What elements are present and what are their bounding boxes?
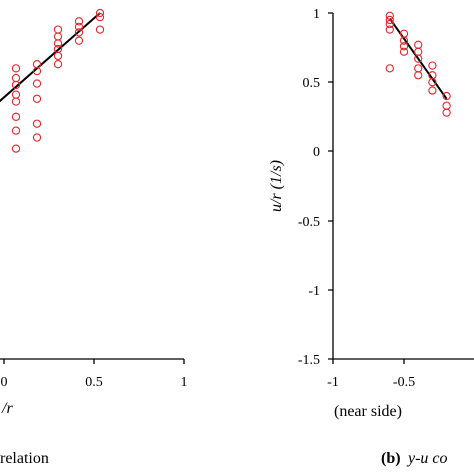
panel-b-data-point-10 <box>414 47 423 56</box>
panel-b-data-point-19 <box>442 101 451 110</box>
panel-b-caption-label: (b) <box>381 450 401 467</box>
panel-b-data-point-13 <box>414 71 423 80</box>
panel-b-data-point-7 <box>399 42 409 51</box>
panel-a-data-point-33 <box>53 25 63 34</box>
panel-a-data-point-21 <box>11 144 21 153</box>
panel-a-axes <box>0 358 185 364</box>
panel-b-x-tick-1: -0.5 <box>393 375 415 390</box>
panel-a-data-point-36 <box>74 22 84 31</box>
panel-b-data-point-17 <box>428 86 437 95</box>
panel-b-data-point-16 <box>428 78 437 87</box>
panel-a-data-point-31 <box>53 39 63 48</box>
panel-a-x-unit-label: /r <box>1 400 13 417</box>
panel-b-data-point-14 <box>428 61 437 70</box>
panel-a-data-point-15 <box>11 112 21 121</box>
panel-b-y-tick-2: 0 <box>313 145 320 160</box>
panel-a-x-tick-0: 0 <box>1 375 8 390</box>
panel-a: 0 0.5 1 /r relation <box>0 8 188 467</box>
panel-a-data-point-22 <box>32 133 42 142</box>
panel-b: 1 0.5 0 -0.5 -1 -1.5 -1 -0.5 u/r (1/s) (… <box>268 7 474 467</box>
panel-a-data-point-20 <box>11 64 21 73</box>
panel-a-data-point-17 <box>11 90 21 99</box>
panel-a-caption: relation <box>0 450 49 467</box>
panel-b-caption-text: y-u co <box>406 450 448 467</box>
panel-b-data-point-8 <box>399 47 409 56</box>
panel-b-x-axis-label: (near side) <box>334 403 402 420</box>
panel-b-y-axis-label: u/r (1/s) <box>268 160 285 212</box>
panel-b-data-point-0 <box>385 11 394 20</box>
panel-a-data-point-27 <box>32 60 42 69</box>
panel-a-data-point-28 <box>53 60 63 69</box>
panel-a-data-point-38 <box>95 25 105 34</box>
panel-a-points-layer <box>11 8 105 153</box>
panel-a-data-point-29 <box>53 51 63 61</box>
panel-a-data-point-24 <box>32 94 42 103</box>
panel-b-fit-line <box>388 17 448 100</box>
panel-b-y-tick-5: -1.5 <box>298 353 320 368</box>
panel-a-data-point-39 <box>95 13 105 22</box>
panel-b-x-tick-0: -1 <box>327 375 339 390</box>
panel-b-y-tick-3: -0.5 <box>298 215 320 230</box>
panel-b-y-tick-0: 1 <box>313 7 320 22</box>
panel-a-data-point-16 <box>11 97 21 106</box>
panel-a-x-tick-1: 0.5 <box>85 375 103 390</box>
panel-a-x-tick-2: 1 <box>181 375 188 390</box>
panel-a-data-point-35 <box>74 28 84 37</box>
panel-b-fit-layer <box>388 17 448 100</box>
panel-b-data-point-20 <box>442 108 451 117</box>
panel-b-data-point-2 <box>385 19 394 29</box>
panel-b-data-point-9 <box>414 40 423 49</box>
panel-b-y-tick-1: 0.5 <box>303 76 321 91</box>
panel-a-data-point-37 <box>74 17 84 26</box>
panel-a-data-point-23 <box>32 119 42 128</box>
panel-b-points-layer <box>385 11 451 117</box>
panel-a-fit-line <box>0 12 101 103</box>
panel-a-data-point-14 <box>11 126 21 135</box>
panel-b-data-point-18 <box>442 91 451 101</box>
panel-a-data-point-32 <box>53 32 63 41</box>
panel-b-data-point-4 <box>385 64 394 73</box>
panel-b-data-point-11 <box>414 54 423 63</box>
panel-a-data-point-30 <box>53 44 63 54</box>
panel-b-data-point-12 <box>414 64 423 73</box>
panel-b-data-point-1 <box>385 15 394 25</box>
panel-a-data-point-34 <box>74 36 84 45</box>
panel-b-data-point-6 <box>399 36 409 45</box>
panel-a-fit-layer <box>0 12 101 103</box>
panel-b-data-point-3 <box>385 25 394 34</box>
panel-a-data-point-19 <box>11 73 21 83</box>
panel-a-data-point-25 <box>32 79 42 88</box>
panel-b-axes <box>328 12 474 364</box>
panel-a-data-point-40 <box>95 8 105 18</box>
panel-b-y-tick-4: -1 <box>308 284 320 299</box>
